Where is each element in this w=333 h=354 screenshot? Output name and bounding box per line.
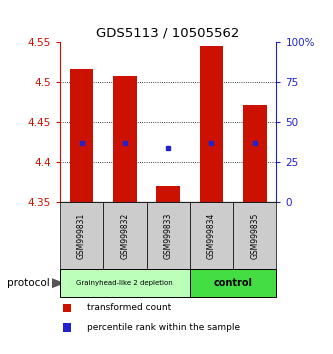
Text: Grainyhead-like 2 depletion: Grainyhead-like 2 depletion: [77, 280, 173, 286]
Bar: [199, 46, 223, 202]
Bar: [243, 104, 267, 202]
Bar: [63, 304, 71, 312]
Bar: [113, 76, 137, 202]
Bar: [70, 69, 94, 202]
Text: GSM999831: GSM999831: [77, 212, 86, 258]
Bar: [156, 186, 180, 202]
Text: control: control: [213, 278, 253, 288]
Text: protocol: protocol: [7, 278, 50, 288]
Text: percentile rank within the sample: percentile rank within the sample: [87, 323, 240, 332]
Text: GSM999835: GSM999835: [250, 212, 259, 259]
Title: GDS5113 / 10505562: GDS5113 / 10505562: [97, 27, 240, 40]
Text: GSM999832: GSM999832: [120, 212, 130, 258]
Text: GSM999834: GSM999834: [207, 212, 216, 259]
Bar: [63, 323, 71, 332]
Text: transformed count: transformed count: [87, 303, 171, 313]
Polygon shape: [52, 278, 65, 288]
Text: GSM999833: GSM999833: [164, 212, 173, 259]
